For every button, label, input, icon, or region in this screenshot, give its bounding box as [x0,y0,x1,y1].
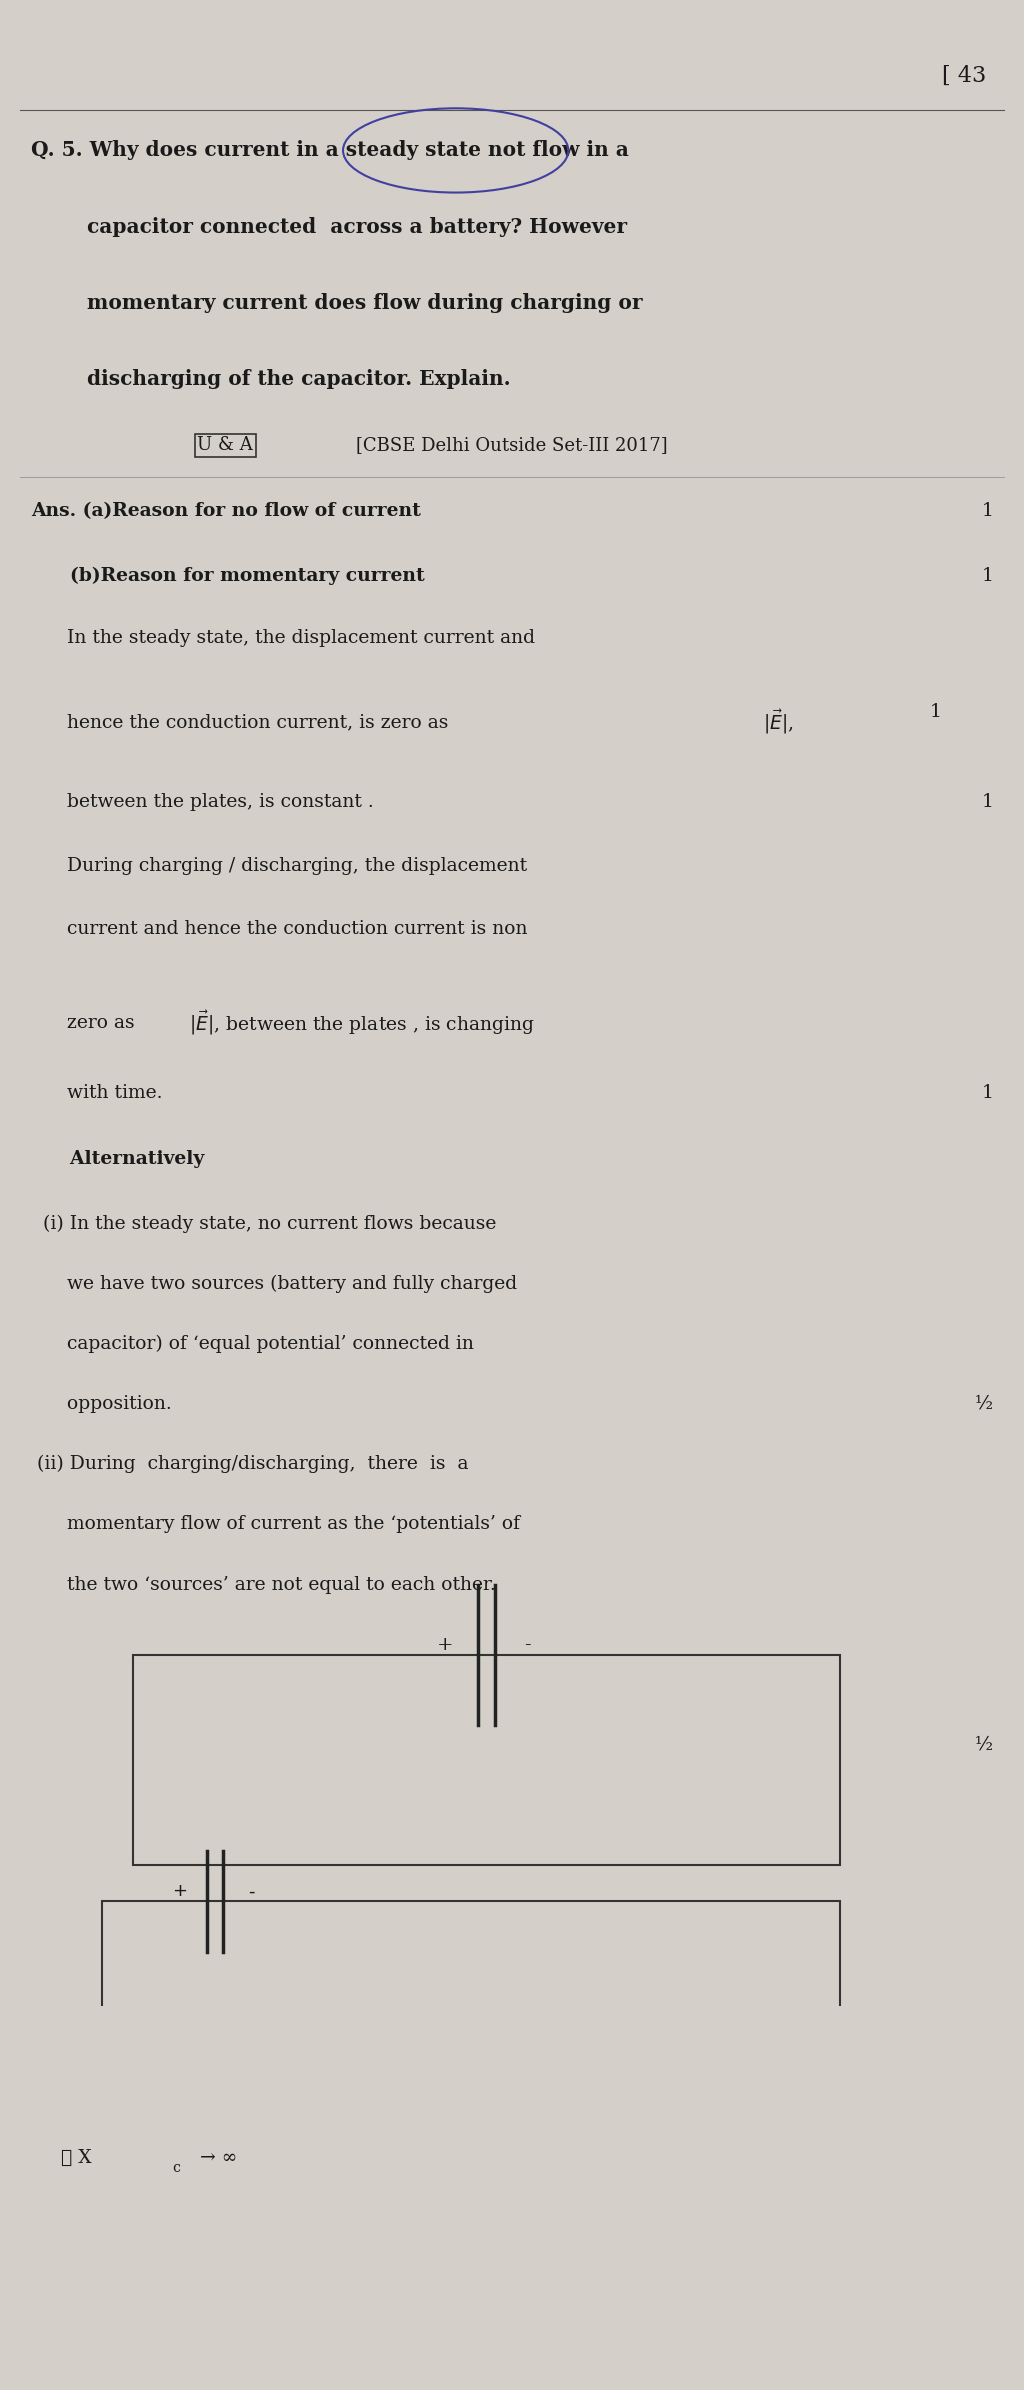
Text: hence the conduction current, is zero as: hence the conduction current, is zero as [31,712,454,731]
Text: During charging / discharging, the displacement: During charging / discharging, the displ… [31,858,526,875]
Text: U & A: U & A [198,437,253,454]
Text: momentary current does flow during charging or: momentary current does flow during charg… [31,294,642,313]
Text: 1: 1 [981,502,993,521]
Text: +: + [172,1883,186,1900]
Text: we have two sources (battery and fully charged: we have two sources (battery and fully c… [31,1274,517,1293]
Text: opposition.: opposition. [31,1396,171,1412]
Text: Ans. (a)Reason for no flow of current: Ans. (a)Reason for no flow of current [31,502,421,521]
Text: -: - [248,1883,254,1900]
Text: zero as: zero as [31,1013,140,1032]
Text: (i) In the steady state, no current flows because: (i) In the steady state, no current flow… [31,1214,496,1233]
Text: +: + [437,1635,454,1654]
Text: momentary flow of current as the ‘potentials’ of: momentary flow of current as the ‘potent… [31,1515,520,1534]
Text: (b)Reason for momentary current: (b)Reason for momentary current [31,566,425,586]
Text: ∴ X: ∴ X [31,2149,91,2168]
Text: ½: ½ [975,1396,993,1412]
Text: → ∞: → ∞ [200,2149,237,2168]
Text: [ 43: [ 43 [942,65,986,86]
Text: c: c [172,2161,180,2175]
Text: capacitor) of ‘equal potential’ connected in: capacitor) of ‘equal potential’ connecte… [31,1334,473,1353]
Text: the two ‘sources’ are not equal to each other.: the two ‘sources’ are not equal to each … [31,1575,496,1594]
Text: $|\vec{E}|$, between the plates , is changing: $|\vec{E}|$, between the plates , is cha… [189,1009,536,1037]
Text: with time.: with time. [31,1085,162,1102]
Text: between the plates, is constant .: between the plates, is constant . [31,793,374,810]
Text: In the steady state, the displacement current and: In the steady state, the displacement cu… [31,629,535,648]
Text: discharging of the capacitor. Explain.: discharging of the capacitor. Explain. [31,368,510,390]
Text: -: - [524,1635,530,1654]
Text: 1: 1 [981,1085,993,1102]
Text: $|\vec{E}|$,: $|\vec{E}|$, [763,707,794,736]
Text: capacitor connected  across a battery? However: capacitor connected across a battery? Ho… [31,217,627,237]
Text: ½: ½ [975,1735,993,1754]
Text: [CBSE Delhi Outside Set-III 2017]: [CBSE Delhi Outside Set-III 2017] [356,437,668,454]
Text: Q. 5. Why does current in a steady state not flow in a: Q. 5. Why does current in a steady state… [31,141,629,160]
Text: (ii) During  charging/discharging,  there  is  a: (ii) During charging/discharging, there … [31,1456,468,1472]
Text: 1: 1 [981,793,993,810]
Text: current and hence the conduction current is non: current and hence the conduction current… [31,920,527,937]
Text: 1: 1 [981,566,993,586]
Text: 1: 1 [930,703,942,722]
Text: Alternatively: Alternatively [31,1150,204,1169]
